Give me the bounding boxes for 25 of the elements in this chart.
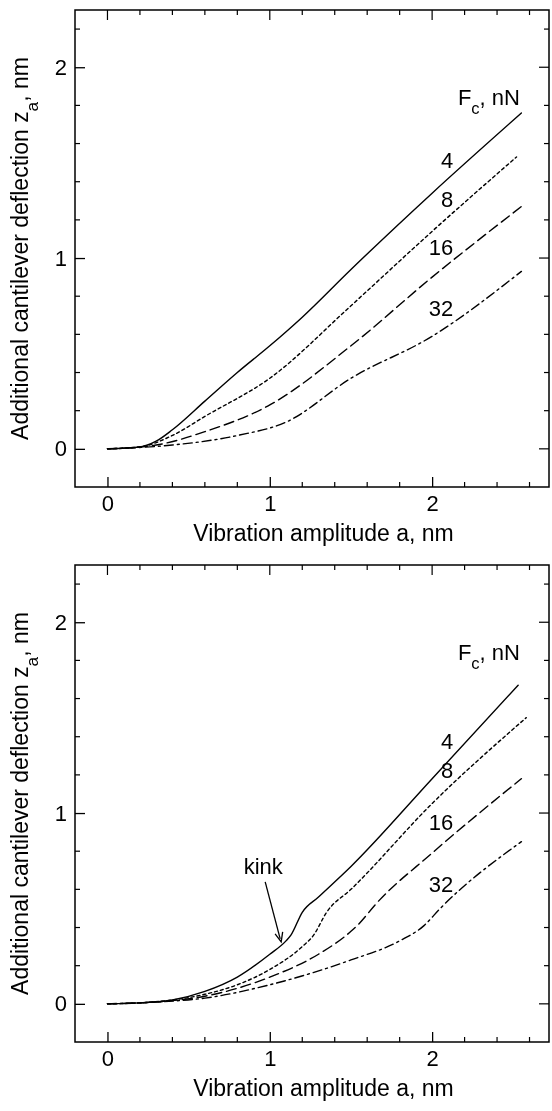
series-label: 16 bbox=[428, 809, 454, 835]
x-tick-label: 2 bbox=[426, 490, 439, 516]
annotation: kink bbox=[243, 853, 284, 879]
y-tick-label: 2 bbox=[54, 54, 67, 80]
series-label: 4 bbox=[441, 729, 454, 755]
legend-title: F$_{c}$, nN bbox=[457, 640, 520, 673]
x-tick-label: 1 bbox=[264, 490, 277, 516]
y-tick-label: 1 bbox=[54, 245, 67, 271]
x-axis-title: Vibration amplitude a, nm bbox=[193, 1075, 454, 1101]
series-label: 32 bbox=[428, 295, 454, 321]
x-axis-title: Vibration amplitude a, nm bbox=[193, 520, 454, 546]
y-tick-label: 2 bbox=[54, 609, 67, 635]
y-tick-label: 0 bbox=[54, 991, 67, 1017]
series-label: 4 bbox=[441, 148, 454, 174]
series-label: 16 bbox=[428, 235, 454, 261]
series-label: 8 bbox=[441, 187, 454, 213]
series-label: 32 bbox=[428, 872, 454, 898]
series-label: 8 bbox=[441, 758, 454, 784]
y-tick-label: 0 bbox=[54, 436, 67, 462]
x-tick-label: 2 bbox=[426, 1045, 439, 1071]
x-tick-label: 0 bbox=[101, 490, 115, 516]
x-tick-label: 0 bbox=[101, 1045, 115, 1071]
y-tick-label: 1 bbox=[54, 800, 67, 826]
x-tick-label: 1 bbox=[264, 1045, 277, 1071]
legend-title: F$_{c}$, nN bbox=[457, 85, 520, 118]
